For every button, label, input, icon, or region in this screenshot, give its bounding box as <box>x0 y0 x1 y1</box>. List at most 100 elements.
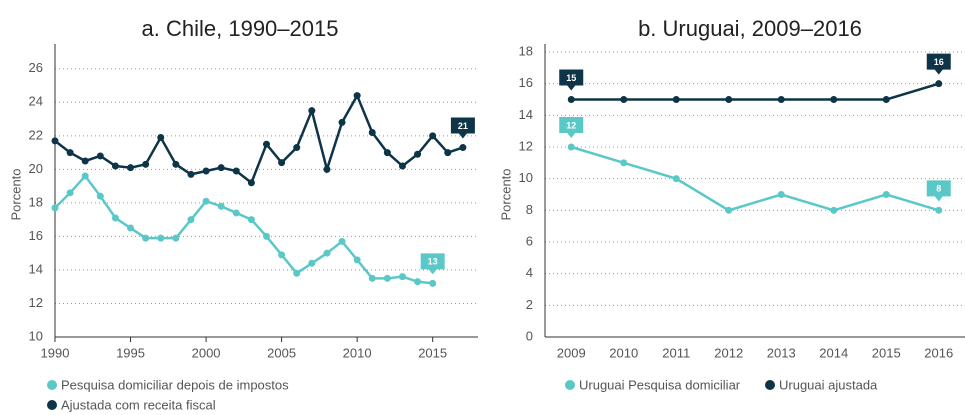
y-tick-label: 24 <box>29 94 43 109</box>
value-label: 12 <box>566 120 576 130</box>
data-point <box>157 234 165 242</box>
x-tick-label: 2014 <box>819 345 848 360</box>
y-tick-label: 16 <box>29 228 43 243</box>
data-point <box>414 278 422 286</box>
x-tick-label: 2013 <box>767 345 796 360</box>
data-point <box>353 256 361 264</box>
data-point <box>777 191 785 198</box>
x-tick-label: 2000 <box>192 345 221 360</box>
value-label-box <box>926 180 951 202</box>
data-point <box>51 137 59 145</box>
data-point <box>81 172 89 180</box>
value-label: 21 <box>458 121 468 131</box>
data-point <box>293 269 301 277</box>
value-label: 16 <box>934 57 944 67</box>
data-point <box>172 160 180 168</box>
series-line <box>54 174 433 285</box>
data-point <box>935 206 943 214</box>
data-point <box>368 274 376 282</box>
legend-label: Uruguai ajustada <box>779 377 878 392</box>
y-tick-label: 22 <box>29 127 43 142</box>
data-point <box>66 189 74 197</box>
data-point <box>157 134 165 141</box>
y-axis-label: Porcento <box>8 168 23 220</box>
data-point <box>444 149 452 157</box>
data-point <box>338 237 346 245</box>
data-point <box>142 234 150 242</box>
data-point <box>111 162 119 170</box>
value-label: 15 <box>566 73 576 83</box>
legend-marker <box>47 380 57 390</box>
data-point <box>217 164 225 172</box>
data-point <box>398 162 406 170</box>
y-tick-label: 26 <box>29 60 43 75</box>
x-tick-label: 2015 <box>418 345 447 360</box>
data-point <box>368 128 376 136</box>
data-point <box>429 279 437 287</box>
data-point <box>96 152 104 160</box>
data-point <box>383 274 391 282</box>
data-point <box>217 202 225 210</box>
y-axis-label: Porcento <box>498 168 513 220</box>
data-point <box>777 96 785 103</box>
value-label: 8 <box>936 184 941 194</box>
value-label: 13 <box>428 257 438 267</box>
x-tick-label: 2012 <box>714 345 743 360</box>
value-label-box <box>450 117 475 139</box>
data-point <box>830 96 838 103</box>
x-tick-label: 2009 <box>557 345 586 360</box>
y-tick-label: 10 <box>519 170 533 185</box>
series-line <box>54 92 464 185</box>
value-label-box <box>559 117 584 138</box>
series-line <box>571 82 940 101</box>
y-tick-label: 0 <box>526 328 533 343</box>
data-point <box>232 167 240 175</box>
data-point <box>882 96 890 103</box>
data-point <box>293 144 301 152</box>
chart-title: a. Chile, 1990–2015 <box>142 16 339 41</box>
x-tick-label: 2010 <box>343 345 372 360</box>
y-tick-label: 10 <box>29 328 43 343</box>
y-tick-label: 2 <box>526 297 533 312</box>
data-point <box>308 107 316 115</box>
data-point <box>232 209 240 217</box>
data-point <box>202 197 210 205</box>
y-tick-label: 4 <box>526 265 533 280</box>
series-line <box>570 145 940 212</box>
x-tick-label: 2005 <box>267 345 296 360</box>
data-point <box>830 206 838 214</box>
data-point <box>247 216 255 224</box>
data-point <box>247 179 255 187</box>
data-point <box>278 159 286 167</box>
data-point <box>96 192 104 200</box>
y-tick-label: 12 <box>519 138 533 153</box>
value-label-box <box>420 253 445 275</box>
x-tick-label: 1990 <box>41 345 70 360</box>
data-point <box>263 140 270 148</box>
data-point <box>202 167 210 175</box>
x-tick-label: 1995 <box>116 345 145 360</box>
y-tick-label: 14 <box>29 261 43 276</box>
data-point <box>338 118 346 126</box>
data-point <box>66 149 74 157</box>
legend-label: Uruguai Pesquisa domiciliar <box>579 377 741 392</box>
data-point <box>308 259 316 267</box>
legend-marker <box>765 380 775 390</box>
legend-label: Ajustada com receita fiscal <box>61 397 216 412</box>
y-tick-label: 18 <box>519 43 533 58</box>
data-point <box>620 96 628 103</box>
x-tick-label: 2010 <box>609 345 638 360</box>
data-point <box>383 149 391 157</box>
data-point <box>882 191 890 198</box>
data-point <box>725 96 733 103</box>
data-point <box>142 160 150 168</box>
legend-marker <box>47 400 57 410</box>
value-label-box <box>559 69 584 91</box>
data-point <box>263 232 270 240</box>
y-tick-label: 20 <box>29 161 43 176</box>
data-point <box>278 251 286 259</box>
y-tick-label: 8 <box>526 202 533 217</box>
x-tick-label: 2015 <box>872 345 901 360</box>
